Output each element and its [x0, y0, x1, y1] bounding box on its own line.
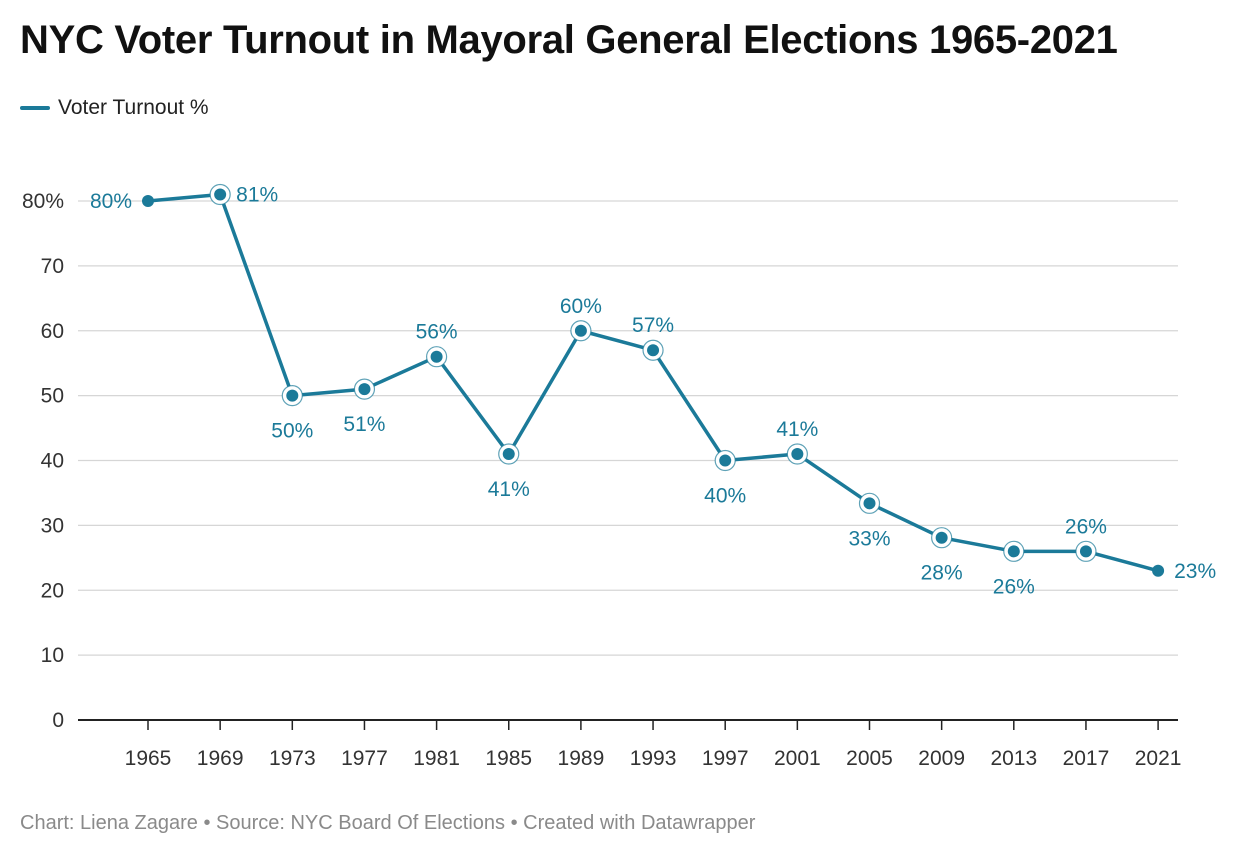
data-point	[502, 448, 515, 461]
x-tick-label: 1989	[558, 747, 605, 770]
data-point	[719, 454, 732, 467]
x-tick-label: 1993	[630, 747, 677, 770]
legend: Voter Turnout %	[20, 96, 209, 120]
x-tick-label: 1973	[269, 747, 316, 770]
data-point	[1007, 545, 1020, 558]
data-label: 56%	[416, 321, 458, 344]
x-tick-label: 1969	[197, 747, 244, 770]
y-tick-label: 30	[41, 514, 64, 537]
data-point	[430, 350, 443, 363]
data-point	[214, 188, 227, 201]
data-point	[1079, 545, 1092, 558]
data-point	[863, 497, 876, 510]
data-label: 41%	[776, 418, 818, 441]
y-tick-label: 80%	[22, 190, 64, 213]
data-point	[935, 531, 948, 544]
data-label: 33%	[848, 527, 890, 550]
data-label: 50%	[271, 420, 313, 443]
chart-title: NYC Voter Turnout in Mayoral General Ele…	[20, 18, 1118, 62]
data-label: 57%	[632, 314, 674, 337]
y-tick-label: 60	[41, 320, 64, 343]
y-tick-label: 50	[41, 385, 64, 408]
data-label: 26%	[1065, 515, 1107, 538]
legend-swatch	[20, 106, 50, 110]
y-tick-label: 20	[41, 579, 64, 602]
x-tick-label: 2013	[990, 747, 1037, 770]
data-label: 41%	[488, 478, 530, 501]
data-point	[142, 195, 154, 207]
x-tick-label: 2001	[774, 747, 821, 770]
x-tick-label: 1981	[413, 747, 460, 770]
x-tick-label: 2005	[846, 747, 893, 770]
data-label: 80%	[90, 190, 132, 213]
data-label: 40%	[704, 485, 746, 508]
data-label: 28%	[921, 562, 963, 585]
data-point	[1152, 564, 1165, 577]
data-point	[574, 324, 587, 337]
data-label: 81%	[236, 184, 278, 207]
x-tick-label: 1985	[485, 747, 532, 770]
data-point	[286, 389, 299, 402]
x-tick-label: 1965	[125, 747, 172, 770]
data-label: 26%	[993, 575, 1035, 598]
y-tick-label: 10	[41, 644, 64, 667]
data-point	[358, 383, 371, 396]
data-point	[791, 448, 804, 461]
y-tick-label: 40	[41, 450, 64, 473]
series-line-voter-turnout	[146, 192, 1160, 573]
legend-label: Voter Turnout %	[58, 96, 209, 119]
chart-footer: Chart: Liena Zagare • Source: NYC Board …	[20, 812, 756, 834]
data-point	[647, 344, 660, 357]
y-tick-label: 0	[52, 709, 64, 732]
data-label: 60%	[560, 295, 602, 318]
x-tick-label: 2021	[1135, 747, 1182, 770]
x-tick-label: 1997	[702, 747, 749, 770]
x-tick-label: 2009	[918, 747, 965, 770]
y-tick-label: 70	[41, 255, 64, 278]
data-label: 51%	[343, 413, 385, 436]
x-tick-label: 1977	[341, 747, 388, 770]
data-label: 23%	[1174, 560, 1216, 583]
x-tick-label: 2017	[1063, 747, 1110, 770]
